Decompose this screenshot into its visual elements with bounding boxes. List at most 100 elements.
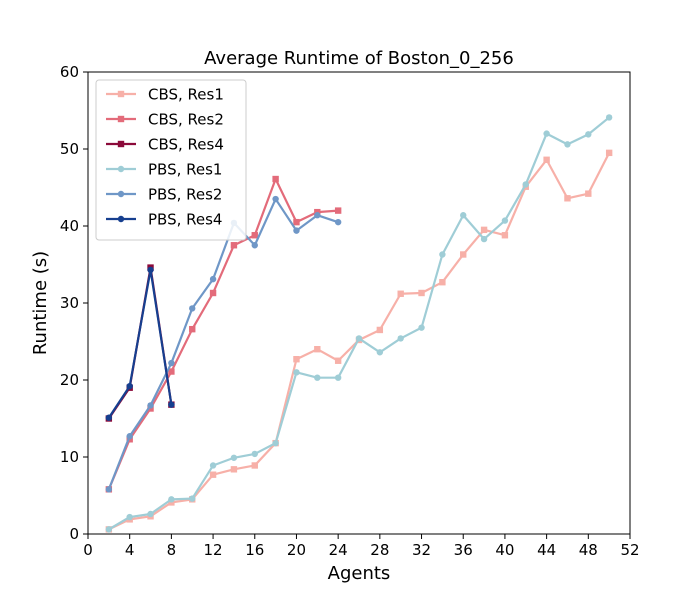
data-point — [168, 401, 175, 408]
data-point — [230, 454, 238, 461]
data-point — [168, 496, 175, 503]
data-point — [168, 359, 175, 367]
legend-label: CBS, Res1 — [148, 86, 224, 104]
x-tick-label: 48 — [579, 541, 598, 559]
chart-title: Average Runtime of Boston_0_256 — [204, 48, 514, 69]
data-point — [314, 346, 321, 353]
data-point — [293, 218, 300, 226]
data-point — [168, 368, 175, 375]
data-point — [105, 414, 113, 421]
data-point — [105, 526, 113, 533]
data-point — [480, 226, 488, 234]
x-tick-label: 36 — [454, 541, 473, 559]
x-tick-label: 32 — [412, 541, 431, 559]
data-point — [251, 242, 258, 249]
data-point — [460, 251, 467, 258]
series-line — [107, 177, 339, 490]
x-axis-title: Agents — [328, 563, 391, 584]
data-point — [293, 356, 300, 363]
data-point — [585, 131, 592, 138]
data-point — [605, 114, 613, 121]
x-tick-label: 20 — [287, 541, 306, 559]
data-point — [314, 212, 321, 219]
legend-marker — [117, 165, 125, 173]
legend-marker — [117, 115, 125, 123]
data-point — [460, 212, 467, 219]
data-point — [105, 486, 113, 493]
data-point — [564, 141, 571, 148]
y-tick-label: 20 — [60, 371, 79, 389]
legend-marker — [117, 190, 125, 198]
data-point — [189, 325, 196, 333]
data-point — [376, 326, 384, 334]
series-6 — [105, 266, 175, 421]
x-tick-label: 0 — [83, 541, 93, 559]
data-point — [251, 232, 258, 239]
data-point — [564, 195, 571, 202]
legend-marker — [117, 140, 125, 148]
data-point — [543, 130, 550, 137]
data-point — [147, 402, 154, 409]
data-point — [585, 190, 592, 197]
data-point — [272, 175, 279, 183]
data-point — [418, 324, 425, 331]
data-point — [439, 251, 446, 258]
data-point — [293, 369, 300, 376]
data-point — [543, 156, 550, 163]
legend-item: PBS, Res2 — [106, 186, 222, 204]
data-point — [334, 374, 342, 381]
legend-marker — [117, 90, 125, 98]
data-point — [209, 462, 217, 469]
plot-area — [87, 71, 631, 535]
x-tick-label: 12 — [204, 541, 223, 559]
legend-item: CBS, Res4 — [106, 136, 224, 154]
x-tick-label: 16 — [245, 541, 264, 559]
data-point — [147, 266, 154, 274]
x-axis: 0 4 8 12 16 20 24 28 32 36 40 44 48 52 — [83, 534, 640, 559]
y-axis-title: Runtime (s) — [30, 251, 51, 355]
legend-item: PBS, Res4 — [106, 211, 222, 229]
data-point — [209, 471, 217, 478]
legend-item: PBS, Res1 — [106, 161, 222, 179]
legend-item: CBS, Res1 — [106, 86, 224, 104]
data-point — [501, 217, 509, 224]
data-point — [293, 227, 300, 234]
x-tick-label: 40 — [495, 541, 514, 559]
data-point — [272, 439, 279, 447]
y-tick-label: 10 — [60, 448, 79, 466]
data-point — [251, 450, 258, 458]
x-tick-label: 24 — [329, 541, 348, 559]
data-point — [334, 207, 342, 214]
legend-item: CBS, Res2 — [106, 111, 224, 129]
data-point — [126, 513, 133, 521]
legend-label: PBS, Res4 — [148, 211, 222, 229]
data-point — [334, 357, 342, 364]
data-point — [522, 181, 529, 188]
data-point — [605, 149, 613, 157]
series-line — [107, 197, 339, 490]
data-point — [439, 279, 446, 286]
legend-label: CBS, Res4 — [148, 136, 224, 154]
data-point — [314, 374, 321, 381]
data-point — [251, 462, 258, 469]
x-tick-label: 28 — [370, 541, 389, 559]
data-point — [376, 349, 384, 356]
legend-label: PBS, Res2 — [148, 186, 222, 204]
y-axis: 0 10 20 30 40 50 60 — [60, 63, 88, 543]
data-point — [480, 235, 488, 243]
data-point — [397, 290, 404, 297]
data-point — [230, 242, 238, 249]
x-tick-label: 44 — [537, 541, 556, 559]
legend-label: PBS, Res1 — [148, 161, 222, 179]
data-point — [147, 510, 154, 518]
data-point — [230, 466, 238, 473]
data-point — [126, 382, 133, 390]
data-point — [355, 335, 363, 342]
y-tick-label: 30 — [60, 294, 79, 312]
data-point — [501, 232, 509, 239]
legend-marker — [117, 215, 125, 223]
data-point — [418, 289, 425, 297]
x-tick-label: 8 — [167, 541, 177, 559]
data-point — [126, 433, 133, 440]
